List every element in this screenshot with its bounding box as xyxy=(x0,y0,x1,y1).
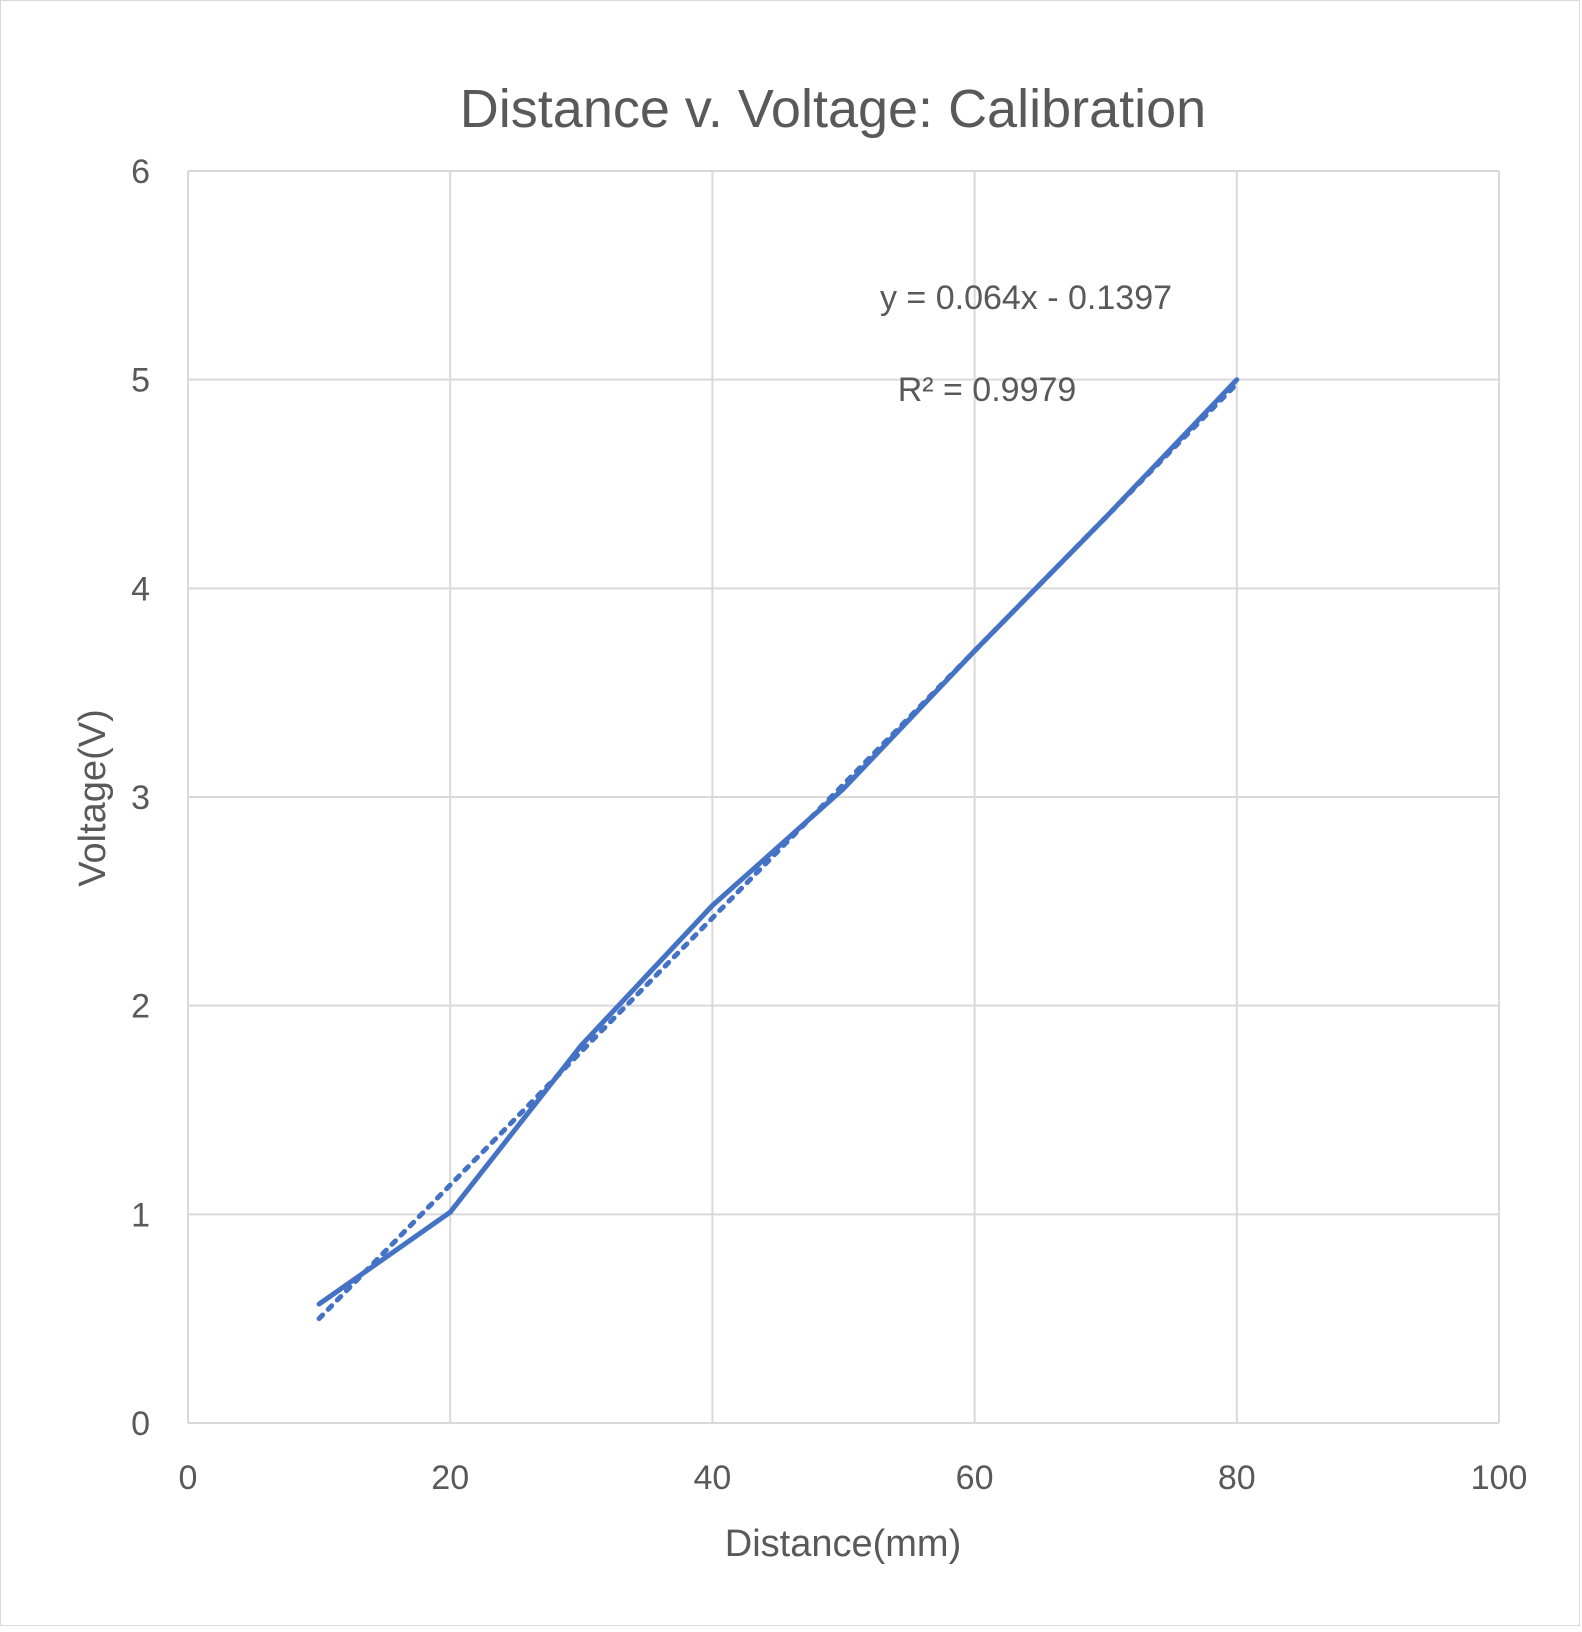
x-tick-label: 0 xyxy=(179,1459,198,1497)
series-line xyxy=(316,377,1240,1307)
series-group xyxy=(316,377,1240,1322)
y-tick-label: 4 xyxy=(131,570,150,608)
y-tick-label: 1 xyxy=(131,1196,150,1234)
chart-title: Distance v. Voltage: Calibration xyxy=(460,79,1206,139)
y-tick-label: 2 xyxy=(131,988,150,1026)
x-axis-ticks: 0 20 40 60 80 100 xyxy=(179,1459,1528,1497)
x-tick-label: 100 xyxy=(1471,1459,1528,1497)
x-axis-label: Distance(mm) xyxy=(725,1523,961,1565)
x-tick-label: 60 xyxy=(956,1459,994,1497)
x-tick-label: 80 xyxy=(1218,1459,1256,1497)
gridlines xyxy=(187,170,1500,1424)
y-axis-ticks: 0 1 2 3 4 5 6 xyxy=(131,153,150,1443)
y-tick-label: 3 xyxy=(131,779,150,817)
y-axis-label: Voltage(V) xyxy=(72,709,114,886)
x-tick-label: 20 xyxy=(431,1459,469,1497)
y-tick-label: 6 xyxy=(131,153,150,191)
trendline-r-squared: R² = 0.9979 xyxy=(898,371,1077,409)
y-tick-label: 0 xyxy=(131,1405,150,1443)
trendline-equation: y = 0.064x - 0.1397 xyxy=(880,279,1172,317)
x-tick-label: 40 xyxy=(693,1459,731,1497)
y-tick-label: 5 xyxy=(131,362,150,400)
